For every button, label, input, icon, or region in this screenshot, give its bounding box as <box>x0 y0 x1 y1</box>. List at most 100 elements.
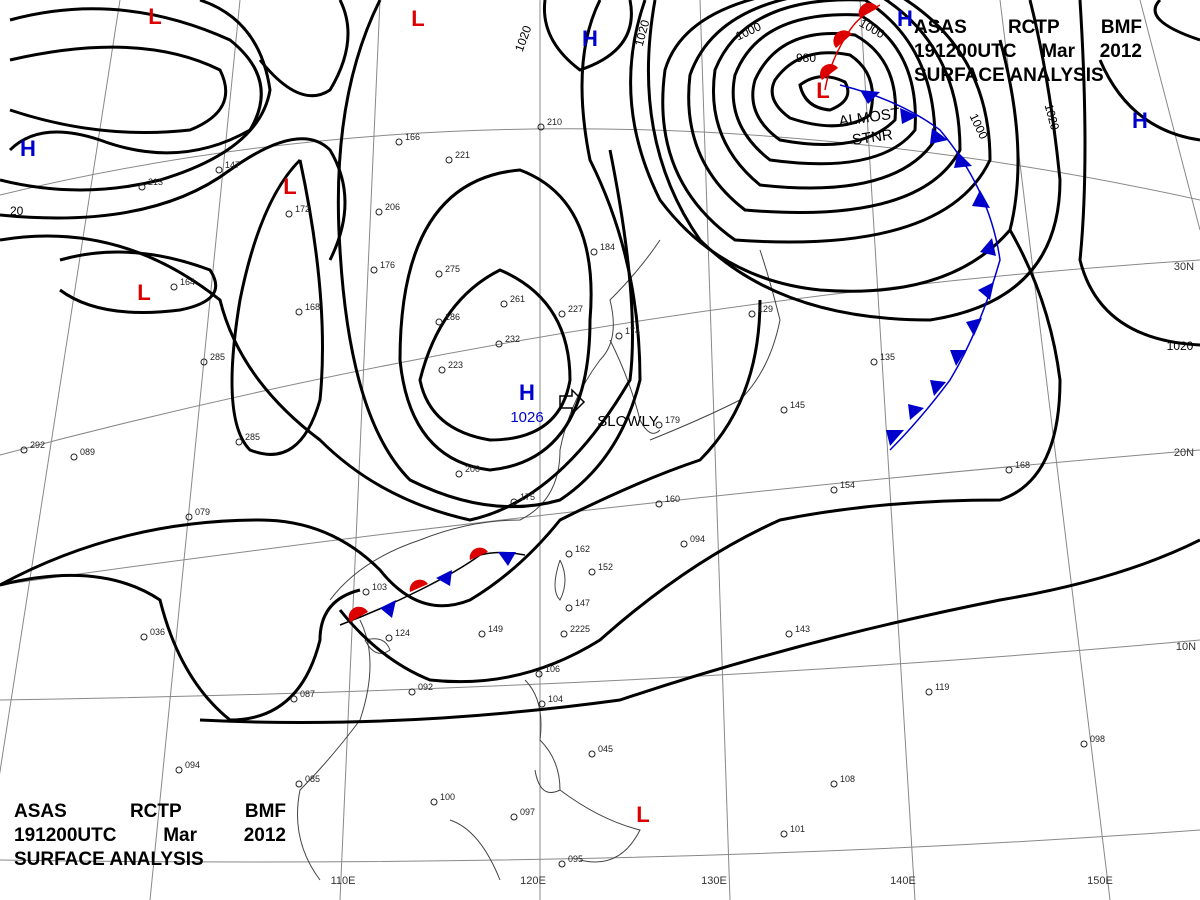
station-circle-icon <box>925 688 933 696</box>
station-circle-icon <box>558 860 566 868</box>
front-semicircle <box>409 579 428 592</box>
isobar <box>336 0 642 509</box>
station-circle-icon <box>680 540 688 548</box>
station-circle-icon <box>537 123 545 131</box>
front-triangle <box>380 600 396 618</box>
coastline-mindanao <box>559 789 641 863</box>
station-pressure: 124 <box>395 628 410 638</box>
station-pressure: 094 <box>185 760 200 770</box>
high-pressure-symbol: H <box>897 6 913 31</box>
isobar <box>199 538 1200 724</box>
station-pressure: 106 <box>545 664 560 674</box>
meridian-line <box>699 0 731 900</box>
station-circle-icon <box>590 248 598 256</box>
header-line-1: ASAS RCTP BMF <box>914 16 1142 40</box>
station-pressure: 223 <box>448 360 463 370</box>
warm-front-north <box>820 2 881 91</box>
front-triangle <box>900 108 918 124</box>
station-circle-icon <box>588 750 596 758</box>
isobar-label: 980 <box>796 51 816 65</box>
station-pressure: 168 <box>1015 460 1030 470</box>
station-circle-icon <box>830 486 838 494</box>
station-circle-icon <box>588 568 596 576</box>
station-pressure: 200 <box>465 464 480 474</box>
station-circle-icon <box>435 318 443 326</box>
coastline-korea <box>609 339 661 434</box>
station-circle-icon <box>495 340 503 348</box>
station-pressure: 213 <box>148 177 163 187</box>
station-circle-icon <box>185 513 193 521</box>
coastline-hainan <box>364 638 391 654</box>
station-circle-icon <box>748 310 756 318</box>
station-circle-icon <box>295 780 303 788</box>
isobar <box>1078 0 1200 347</box>
station-pressure: 092 <box>418 682 433 692</box>
station-circle-icon <box>1080 740 1088 748</box>
station-pressure: 232 <box>505 334 520 344</box>
longitude-label: 120E <box>520 875 546 887</box>
meridian-line <box>1139 0 1200 231</box>
station-circle-icon <box>615 332 623 340</box>
isobar <box>9 45 228 134</box>
front-triangle <box>498 552 516 566</box>
station-pressure: 098 <box>1090 734 1105 744</box>
high-pressure-symbol: H <box>20 136 36 161</box>
station-circle-icon <box>538 700 546 708</box>
isobar <box>731 13 917 166</box>
station-pressure: 152 <box>598 562 613 572</box>
low-pressure-symbol: L <box>137 280 150 305</box>
map-header-bottom: ASAS RCTP BMF 191200UTC Mar 2012 SURFACE… <box>14 800 286 872</box>
station-circle-icon <box>235 438 243 446</box>
front-semicircle <box>348 606 368 622</box>
coastline-borneo <box>449 819 501 881</box>
station-pressure: 147 <box>225 160 240 170</box>
high-pressure-symbol: H <box>519 380 535 405</box>
header-area-code: ASAS <box>14 801 67 822</box>
station-pressure: 129 <box>758 304 773 314</box>
station-pressure: 175 <box>520 492 535 502</box>
station-circle-icon <box>510 813 518 821</box>
isobar <box>230 158 324 456</box>
header-station-code: RCTP <box>1007 17 1060 38</box>
coastline-vietnam <box>297 619 371 881</box>
station-circle-icon <box>500 300 508 308</box>
station-pressure: 154 <box>840 480 855 490</box>
movement-label: SLOWLY <box>597 413 658 430</box>
high-pressure-value: 1026 <box>510 409 543 426</box>
isobar-label: 1020 <box>1167 339 1194 353</box>
station-circle-icon <box>215 166 223 174</box>
station-circle-icon <box>430 798 438 806</box>
station-pressure: 179 <box>665 415 680 425</box>
station-circle-icon <box>395 138 403 146</box>
station-circle-icon <box>375 208 383 216</box>
isobars <box>0 0 1200 724</box>
station-pressure: 221 <box>455 150 470 160</box>
front-triangle <box>930 380 946 396</box>
low-pressure-symbol: L <box>148 4 161 29</box>
header-product-title: SURFACE ANALYSIS <box>914 65 1104 86</box>
cold-front-east <box>839 84 1001 451</box>
station-pressure: 184 <box>600 242 615 252</box>
header-type-code: BMF <box>1100 17 1142 38</box>
front-semicircle <box>469 547 488 560</box>
station-circle-icon <box>70 453 78 461</box>
station-pressure: 103 <box>372 582 387 592</box>
stationary-front-south <box>339 547 526 626</box>
station-pressure: 162 <box>575 544 590 554</box>
isobar <box>59 250 218 314</box>
station-circle-icon <box>780 406 788 414</box>
station-pressure: 145 <box>790 400 805 410</box>
station-circle-icon <box>830 780 838 788</box>
front-annotation-line2: STNR <box>851 126 894 149</box>
station-circle-icon <box>438 366 446 374</box>
station-pressure: 079 <box>195 507 210 517</box>
low-pressure-symbol: L <box>636 802 649 827</box>
header-time: 191200UTC <box>14 825 117 846</box>
station-pressure: 100 <box>440 792 455 802</box>
front-triangle <box>908 404 924 420</box>
station-pressure: 108 <box>840 774 855 784</box>
station-pressure: 285 <box>210 352 225 362</box>
station-pressure: 135 <box>880 352 895 362</box>
